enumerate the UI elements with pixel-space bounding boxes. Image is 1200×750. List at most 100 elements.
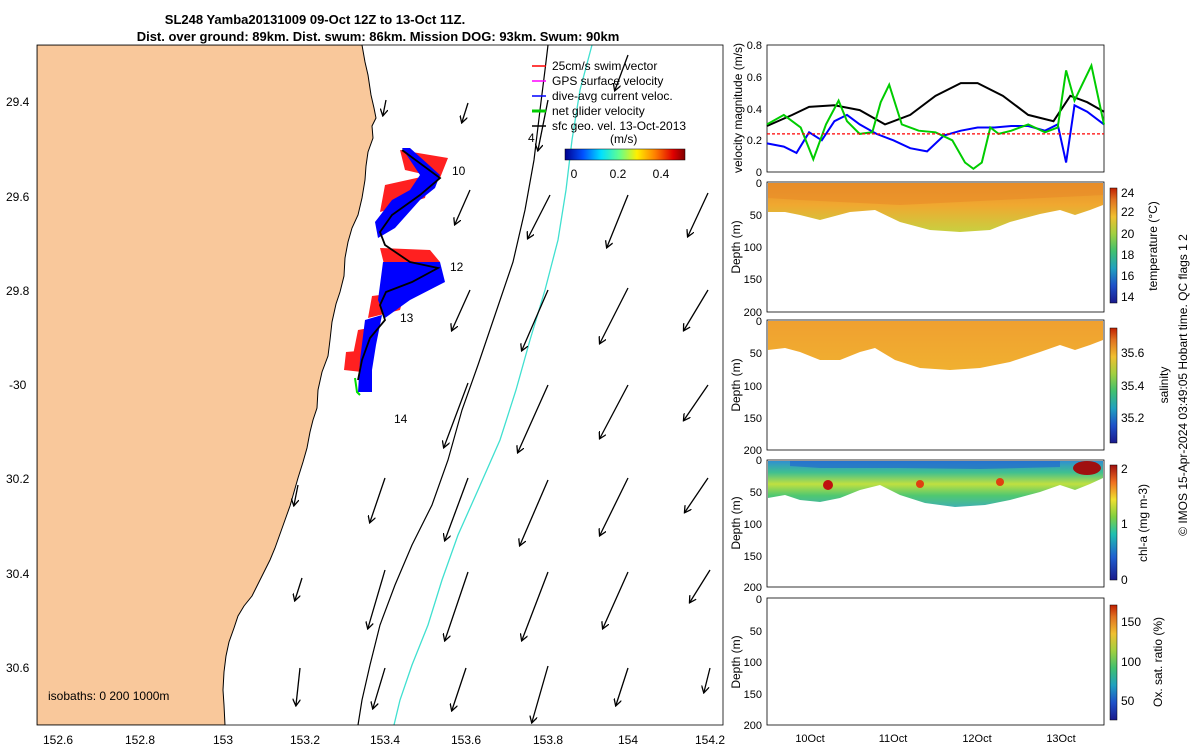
oxygen-ytick-0: 0 — [756, 594, 762, 606]
chlorophyll-cbtick-1: 1 — [1121, 517, 1128, 531]
chlorophyll-ytick-3: 150 — [744, 551, 762, 563]
map-xtick-4: 153.4 — [370, 733, 400, 747]
oxygen-cbtick-1: 100 — [1121, 655, 1141, 669]
velocity-panel: 0 0.2 0.4 0.6 0.8 velocity magnitude (m/… — [731, 40, 1105, 179]
oxygen-ytick-1: 50 — [750, 626, 762, 638]
current-vectors-blue — [358, 148, 445, 392]
map-colorbar-tick-2: 0.4 — [653, 167, 670, 181]
map-xtick-0: 152.6 — [43, 733, 73, 747]
temperature-cbtick-4: 16 — [1121, 269, 1135, 283]
temperature-cbtick-0: 24 — [1121, 186, 1135, 200]
salinity-ytick-2: 100 — [744, 381, 762, 393]
day-label-stray: 4 — [528, 131, 535, 145]
map-legend: 25cm/s swim vector GPS surface velocity … — [532, 59, 686, 133]
temperature-ytick-4: 200 — [744, 307, 762, 319]
legend-label-gps: GPS surface velocity — [552, 74, 663, 88]
chlorophyll-section — [768, 461, 1103, 507]
oxygen-colorbar-label: Ox. sat. ratio (%) — [1151, 617, 1165, 707]
chlorophyll-colorbar — [1109, 464, 1118, 581]
day-label-13: 13 — [400, 311, 414, 325]
temperature-ytick-0: 0 — [756, 178, 762, 190]
map-xtick-5: 153.6 — [451, 733, 481, 747]
day-label-10: 10 — [452, 164, 466, 178]
swim-vectors-red — [344, 150, 448, 372]
temperature-cbtick-3: 18 — [1121, 248, 1135, 262]
map-ytick-1: 29.6 — [6, 190, 30, 204]
salinity-cbtick-1: 35.4 — [1121, 379, 1145, 393]
figure-title-line2: Dist. over ground: 89km. Dist. swum: 86k… — [137, 29, 620, 44]
time-xtick-1: 11Oct — [879, 733, 908, 745]
salinity-ylabel: Depth (m) — [729, 358, 743, 411]
temperature-ytick-1: 50 — [750, 210, 762, 222]
salinity-ytick-3: 150 — [744, 413, 762, 425]
map-frame — [36, 44, 724, 726]
chlorophyll-colorbar-label: chl-a (mg m-3) — [1136, 484, 1150, 562]
time-xtick-3: 13Oct — [1046, 733, 1075, 745]
oxygen-panel: 0 50 100 150 200 Depth (m) 150 100 50 Ox… — [729, 594, 1165, 732]
velocity-ytick-0: 0 — [756, 167, 762, 179]
map-ytick-6: 30.6 — [6, 661, 30, 675]
net-velocity-green — [354, 377, 361, 396]
oxygen-cbtick-2: 50 — [1121, 694, 1135, 708]
legend-label-net: net glider velocity — [552, 104, 645, 118]
temperature-panel: 0 50 100 150 200 Depth (m) 24 22 20 18 1… — [729, 178, 1160, 319]
oxygen-plot-area — [766, 597, 1105, 726]
chlorophyll-ylabel: Depth (m) — [729, 496, 743, 549]
chlorophyll-hotspot-1 — [823, 480, 833, 490]
temperature-colorbar — [1109, 187, 1118, 304]
temperature-colorbar-label: temperature (°C) — [1146, 201, 1160, 291]
map-ytick-2: 29.8 — [6, 284, 30, 298]
map-xtick-6: 153.8 — [533, 733, 563, 747]
velocity-ytick-4: 0.8 — [747, 40, 762, 52]
oxygen-ytick-2: 100 — [744, 657, 762, 669]
day-label-12: 12 — [450, 260, 464, 274]
temperature-warm-band — [768, 183, 1103, 205]
map-colorbar-tick-1: 0.2 — [610, 167, 627, 181]
map-xtick-3: 153.2 — [290, 733, 320, 747]
salinity-section — [768, 321, 1103, 370]
chlorophyll-hotspot-3 — [996, 478, 1004, 486]
oxygen-ytick-4: 200 — [744, 720, 762, 732]
map-ytick-0: 29.4 — [6, 95, 30, 109]
chlorophyll-cbtick-0: 2 — [1121, 462, 1128, 476]
salinity-ytick-4: 200 — [744, 445, 762, 457]
oxygen-colorbar — [1109, 604, 1118, 721]
chlorophyll-hotspot-2 — [916, 480, 924, 488]
salinity-cbtick-0: 35.6 — [1121, 346, 1145, 360]
oxygen-ylabel: Depth (m) — [729, 635, 743, 688]
time-xtick-2: 12Oct — [962, 733, 991, 745]
chlorophyll-ytick-1: 50 — [750, 487, 762, 499]
legend-label-swim: 25cm/s swim vector — [552, 59, 657, 73]
temperature-ylabel: Depth (m) — [729, 220, 743, 273]
map-ytick-4: 30.2 — [6, 472, 30, 486]
isobath-1000m — [393, 45, 593, 725]
geo-velocity-arrows — [294, 54, 711, 722]
time-axis: 10Oct 11Oct 12Oct 13Oct — [795, 733, 1075, 745]
chlorophyll-panel: 0 50 100 150 200 Depth (m) 2 1 0 chl-a (… — [729, 455, 1150, 594]
isobaths-label: isobaths: 0 200 1000m — [48, 689, 169, 703]
temperature-ytick-2: 100 — [744, 242, 762, 254]
map-xtick-2: 153 — [213, 733, 233, 747]
velocity-ytick-3: 0.6 — [747, 72, 762, 84]
velocity-ytick-1: 0.2 — [747, 135, 762, 147]
map-xtick-7: 154 — [618, 733, 638, 747]
temperature-cbtick-1: 22 — [1121, 205, 1135, 219]
legend-label-current: dive-avg current veloc. — [552, 89, 673, 103]
velocity-plot-area — [766, 44, 1105, 173]
salinity-cbtick-2: 35.2 — [1121, 411, 1145, 425]
glider-track — [344, 148, 448, 396]
velocity-series — [766, 62, 1105, 171]
salinity-colorbar-label: salinity — [1157, 367, 1171, 404]
land-mass — [37, 45, 377, 725]
salinity-colorbar — [1109, 327, 1118, 444]
velocity-ytick-2: 0.4 — [747, 104, 762, 116]
oxygen-ytick-3: 150 — [744, 689, 762, 701]
map-ytick-5: 30.4 — [6, 567, 30, 581]
oxygen-cbtick-0: 150 — [1121, 615, 1141, 629]
chlorophyll-ytick-4: 200 — [744, 582, 762, 594]
temperature-ytick-3: 150 — [744, 274, 762, 286]
map-panel: 10 12 13 14 4 25cm/s swim vector GPS sur… — [6, 44, 725, 747]
salinity-panel: 0 50 100 150 200 Depth (m) 35.6 35.4 35.… — [729, 316, 1171, 457]
velocity-series-line-0 — [766, 82, 1105, 127]
chlorophyll-ytick-2: 100 — [744, 519, 762, 531]
